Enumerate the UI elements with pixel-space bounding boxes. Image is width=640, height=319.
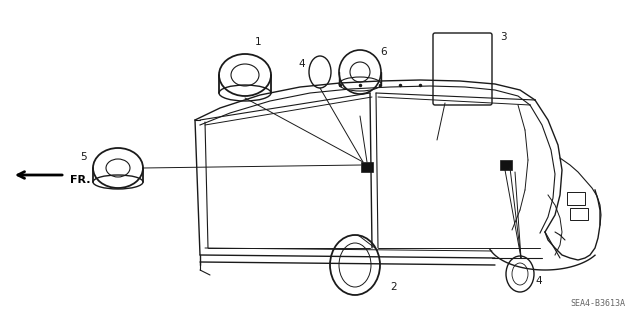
Text: 3: 3 [500,32,507,42]
Text: 2: 2 [390,282,397,292]
Polygon shape [500,160,512,170]
Text: 1: 1 [255,37,262,47]
Text: 4: 4 [298,59,305,69]
Text: 6: 6 [380,47,387,57]
Text: SEA4-B3613A: SEA4-B3613A [570,299,625,308]
Text: 4: 4 [535,276,541,286]
Text: FR.: FR. [70,175,90,185]
Text: 5: 5 [80,152,86,162]
Polygon shape [361,162,373,172]
